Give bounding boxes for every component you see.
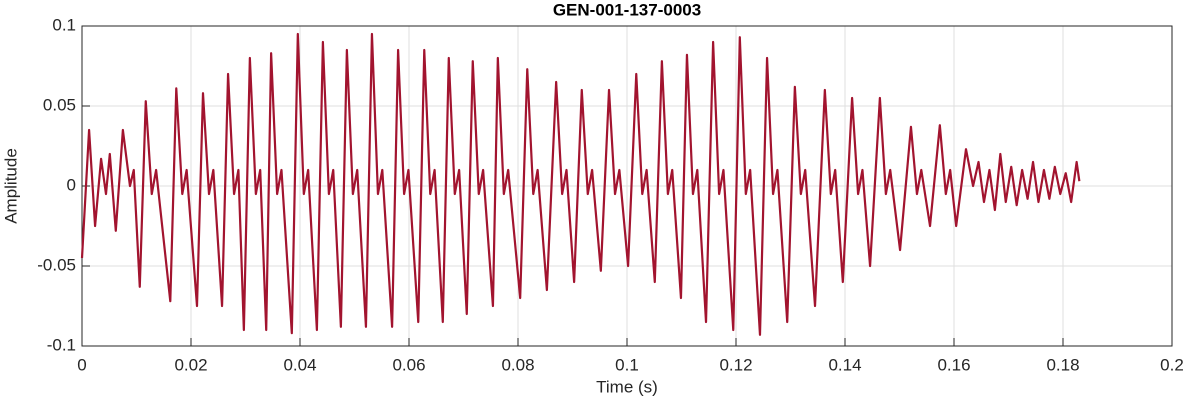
- x-tick-label: 0.08: [501, 355, 534, 374]
- x-tick-label: 0.16: [937, 355, 970, 374]
- x-tick-label: 0.06: [392, 355, 425, 374]
- x-tick-label: 0.1: [615, 355, 639, 374]
- y-tick-label: 0.05: [43, 95, 76, 114]
- x-tick-label: 0.18: [1046, 355, 1079, 374]
- chart-title: GEN-001-137-0003: [553, 0, 701, 19]
- y-tick-label: -0.05: [37, 255, 76, 274]
- x-tick-label: 0.2: [1160, 355, 1184, 374]
- plot-frame: [81, 25, 1173, 347]
- x-tick-label: 0.12: [719, 355, 752, 374]
- y-tick-label: 0: [67, 175, 76, 194]
- waveform-line: [80, 32, 1081, 336]
- x-tick-label: 0.14: [828, 355, 861, 374]
- y-tick-label: 0.1: [52, 15, 76, 34]
- x-axis-label: Time (s): [596, 377, 658, 396]
- y-tick-label: -0.1: [47, 335, 76, 354]
- x-tick-label: 0: [77, 355, 86, 374]
- x-tick-label: 0.04: [283, 355, 316, 374]
- x-tick-label: 0.02: [174, 355, 207, 374]
- y-axis-label: Amplitude: [1, 148, 20, 224]
